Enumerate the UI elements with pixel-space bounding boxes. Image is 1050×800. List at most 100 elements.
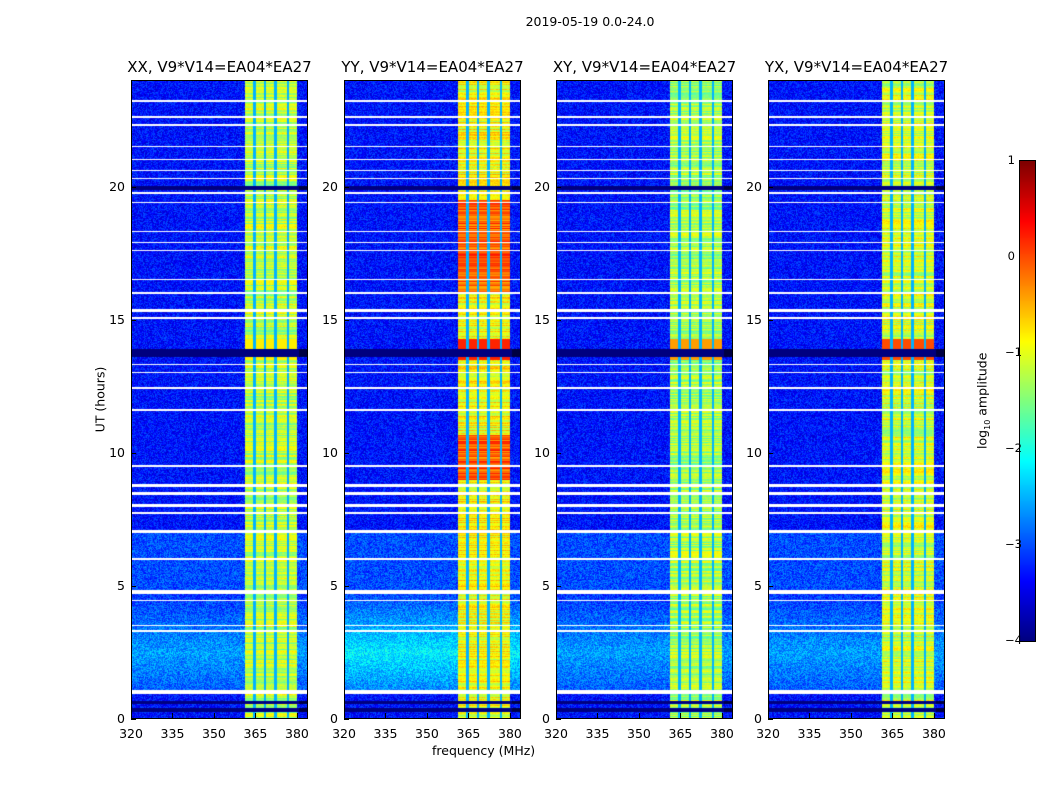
y-tick-label: 20 [322, 178, 338, 194]
y-tick-mark [344, 319, 349, 321]
axes-frame [344, 80, 521, 719]
x-tick-mark [933, 713, 935, 718]
x-tick-label: 320 [756, 726, 780, 741]
panel-title: XX, V9*V14=EA04*EA27 [127, 58, 312, 76]
x-tick-label: 350 [202, 726, 226, 741]
x-tick-mark [509, 713, 511, 718]
x-tick-mark [721, 713, 723, 718]
axes-frame [768, 80, 945, 719]
x-tick-label: 320 [544, 726, 568, 741]
x-tick-mark [556, 713, 557, 718]
y-tick-mark [344, 719, 349, 720]
x-tick-mark [638, 713, 640, 718]
y-tick-mark [768, 186, 773, 188]
x-axis-label: frequency (MHz) [432, 743, 536, 758]
waterfall-heatmap [131, 80, 308, 719]
panel-0: XX, V9*V14=EA04*EA27 320 335 350 365 380 0 5 10 1… [109, 58, 312, 741]
x-tick-label: 365 [668, 726, 693, 741]
y-tick-mark [131, 186, 136, 188]
panel-title: YY, V9*V14=EA04*EA27 [341, 58, 524, 76]
y-tick-label: 15 [109, 311, 125, 327]
y-tick-label: 5 [117, 577, 125, 593]
x-tick-mark [768, 713, 769, 718]
colorbar-tick-label: −2 [1005, 441, 1022, 455]
x-tick-label: 350 [627, 726, 651, 741]
colorbar-tick-label: −4 [1005, 633, 1022, 647]
x-tick-label: 335 [160, 726, 185, 741]
y-tick-label: 5 [754, 577, 762, 593]
x-tick-label: 350 [839, 726, 863, 741]
x-tick-mark [296, 713, 298, 718]
x-tick-mark [850, 713, 852, 718]
x-tick-label: 365 [880, 726, 905, 741]
y-tick-label: 0 [754, 711, 762, 726]
panel-1: YY, V9*V14=EA04*EA27 320 335 350 365 380 0 5 10 1… [322, 58, 524, 741]
y-tick-label: 20 [109, 178, 125, 194]
x-tick-label: 320 [332, 726, 356, 741]
y-tick-mark [768, 452, 773, 454]
colorbar-label: log10 amplitude [974, 352, 992, 449]
panel-3: YX, V9*V14=EA04*EA27 320 335 350 365 380 0 5 10 1… [746, 58, 948, 741]
panel-title: XY, V9*V14=EA04*EA27 [552, 58, 737, 76]
y-tick-mark [344, 186, 349, 188]
y-tick-label: 10 [746, 444, 762, 460]
x-tick-mark [385, 713, 387, 718]
panel-title: YX, V9*V14=EA04*EA27 [764, 58, 949, 76]
x-tick-label: 320 [119, 726, 143, 741]
figure-title: 2019-05-19 0.0-24.0 [525, 14, 655, 29]
x-tick-label: 335 [373, 726, 398, 741]
y-tick-mark [556, 585, 561, 587]
y-tick-label: 10 [534, 444, 550, 460]
x-tick-mark [131, 713, 132, 718]
y-tick-label: 0 [117, 711, 125, 726]
y-tick-label: 5 [330, 577, 338, 593]
y-tick-mark [556, 719, 561, 720]
x-tick-label: 380 [710, 726, 734, 741]
x-tick-mark [809, 713, 811, 718]
y-tick-label: 10 [109, 444, 125, 460]
y-tick-label: 20 [534, 178, 550, 194]
x-tick-label: 380 [285, 726, 309, 741]
x-tick-mark [344, 713, 345, 718]
y-tick-mark [131, 719, 136, 720]
x-tick-mark [255, 713, 257, 718]
y-tick-mark [131, 585, 136, 587]
y-tick-label: 15 [534, 311, 550, 327]
waterfall-heatmap [344, 80, 521, 719]
y-tick-mark [344, 585, 349, 587]
x-tick-mark [680, 713, 682, 718]
x-tick-label: 335 [585, 726, 610, 741]
y-tick-mark [556, 452, 561, 454]
colorbar-tick-label: 0 [1007, 249, 1015, 263]
colorbar-tick-label: −1 [1005, 345, 1022, 359]
x-tick-label: 335 [797, 726, 822, 741]
axes-frame [131, 80, 308, 719]
y-tick-label: 0 [542, 711, 550, 726]
waterfall-heatmap [556, 80, 733, 719]
x-tick-label: 350 [415, 726, 439, 741]
y-tick-label: 5 [542, 577, 550, 593]
y-tick-mark [768, 585, 773, 587]
y-tick-mark [556, 319, 561, 321]
y-tick-mark [556, 186, 561, 188]
y-tick-mark [768, 319, 773, 321]
x-tick-mark [172, 713, 174, 718]
x-tick-label: 380 [498, 726, 522, 741]
x-tick-label: 365 [456, 726, 481, 741]
x-tick-mark [426, 713, 428, 718]
y-tick-label: 15 [322, 311, 338, 327]
x-tick-mark [468, 713, 470, 718]
y-tick-mark [344, 452, 349, 454]
y-tick-label: 10 [322, 444, 338, 460]
panel-2: XY, V9*V14=EA04*EA27 320 335 350 365 380 0 5 10 1… [534, 58, 736, 741]
waterfall-heatmap [768, 80, 945, 719]
y-tick-mark [131, 319, 136, 321]
y-tick-label: 0 [330, 711, 338, 726]
colorbar-tick-label: −3 [1005, 537, 1022, 551]
colorbar [1019, 160, 1036, 642]
x-tick-mark [597, 713, 599, 718]
axes-frame [556, 80, 733, 719]
x-tick-label: 365 [243, 726, 268, 741]
x-tick-label: 380 [922, 726, 946, 741]
